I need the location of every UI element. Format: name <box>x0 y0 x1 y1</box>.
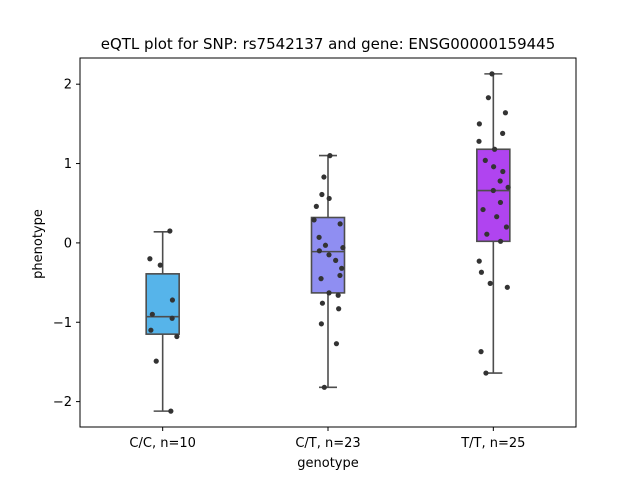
chart-title: eQTL plot for SNP: rs7542137 and gene: E… <box>101 35 556 53</box>
data-point <box>157 262 163 268</box>
data-point <box>483 370 489 376</box>
data-point <box>497 238 504 244</box>
data-point <box>313 203 319 209</box>
data-point <box>321 174 327 180</box>
data-point <box>339 265 345 271</box>
data-point <box>321 384 327 390</box>
data-point <box>497 199 504 206</box>
y-tick-label: 2 <box>64 78 72 93</box>
data-point <box>311 217 317 223</box>
data-point <box>478 349 484 355</box>
data-point <box>168 408 174 414</box>
data-point <box>318 321 324 327</box>
y-axis-label: phenotype <box>31 209 46 279</box>
data-point <box>322 242 329 248</box>
data-point <box>476 121 482 127</box>
data-point <box>502 110 509 116</box>
data-point <box>478 269 485 275</box>
x-axis-label: genotype <box>297 456 358 471</box>
data-point <box>337 221 343 227</box>
plot-area: C/C, n=10 C/T, n=23 T/T, n=25 −2 −1 0 1 2 <box>53 57 577 451</box>
y-tick-label: −2 <box>53 395 72 410</box>
data-point <box>327 153 333 159</box>
data-point <box>326 252 332 258</box>
data-point <box>336 306 342 312</box>
data-point <box>504 284 510 290</box>
data-point <box>318 276 324 282</box>
data-point <box>333 341 340 347</box>
y-tick-label: −1 <box>53 316 72 331</box>
data-point <box>335 292 341 298</box>
data-point <box>169 315 175 321</box>
data-point <box>497 178 503 184</box>
data-point <box>487 280 493 286</box>
data-point <box>167 228 173 234</box>
data-point <box>326 195 332 202</box>
data-point <box>326 290 332 296</box>
data-point <box>337 272 343 279</box>
plot-frame <box>79 57 577 428</box>
x-tick-label: C/C, n=10 <box>129 436 195 451</box>
data-point <box>503 224 510 230</box>
data-point <box>480 206 486 213</box>
data-point <box>169 297 176 303</box>
x-tick-label: C/T, n=23 <box>295 436 360 451</box>
data-point <box>319 191 325 198</box>
data-point <box>174 333 180 340</box>
y-tick-label: 1 <box>64 157 72 172</box>
data-point <box>319 300 326 306</box>
data-point <box>491 146 498 152</box>
data-point <box>147 256 153 262</box>
data-point <box>494 214 500 220</box>
data-point <box>491 164 497 170</box>
data-point <box>316 234 322 240</box>
data-point <box>149 311 155 317</box>
data-point <box>484 231 490 237</box>
data-point <box>153 358 159 364</box>
data-point <box>485 95 491 101</box>
data-point <box>490 187 496 194</box>
y-tick-label: 0 <box>64 236 72 251</box>
data-point <box>333 257 339 263</box>
data-point <box>316 248 322 254</box>
data-point <box>505 184 511 190</box>
data-point <box>476 138 482 144</box>
data-point <box>500 168 506 175</box>
x-tick-label: T/T, n=25 <box>460 436 525 451</box>
data-point <box>340 245 346 251</box>
data-point <box>489 71 495 77</box>
box-1 <box>145 273 180 335</box>
data-point <box>500 130 506 136</box>
data-point <box>476 258 482 264</box>
data-point <box>482 157 488 163</box>
data-point <box>148 327 154 333</box>
